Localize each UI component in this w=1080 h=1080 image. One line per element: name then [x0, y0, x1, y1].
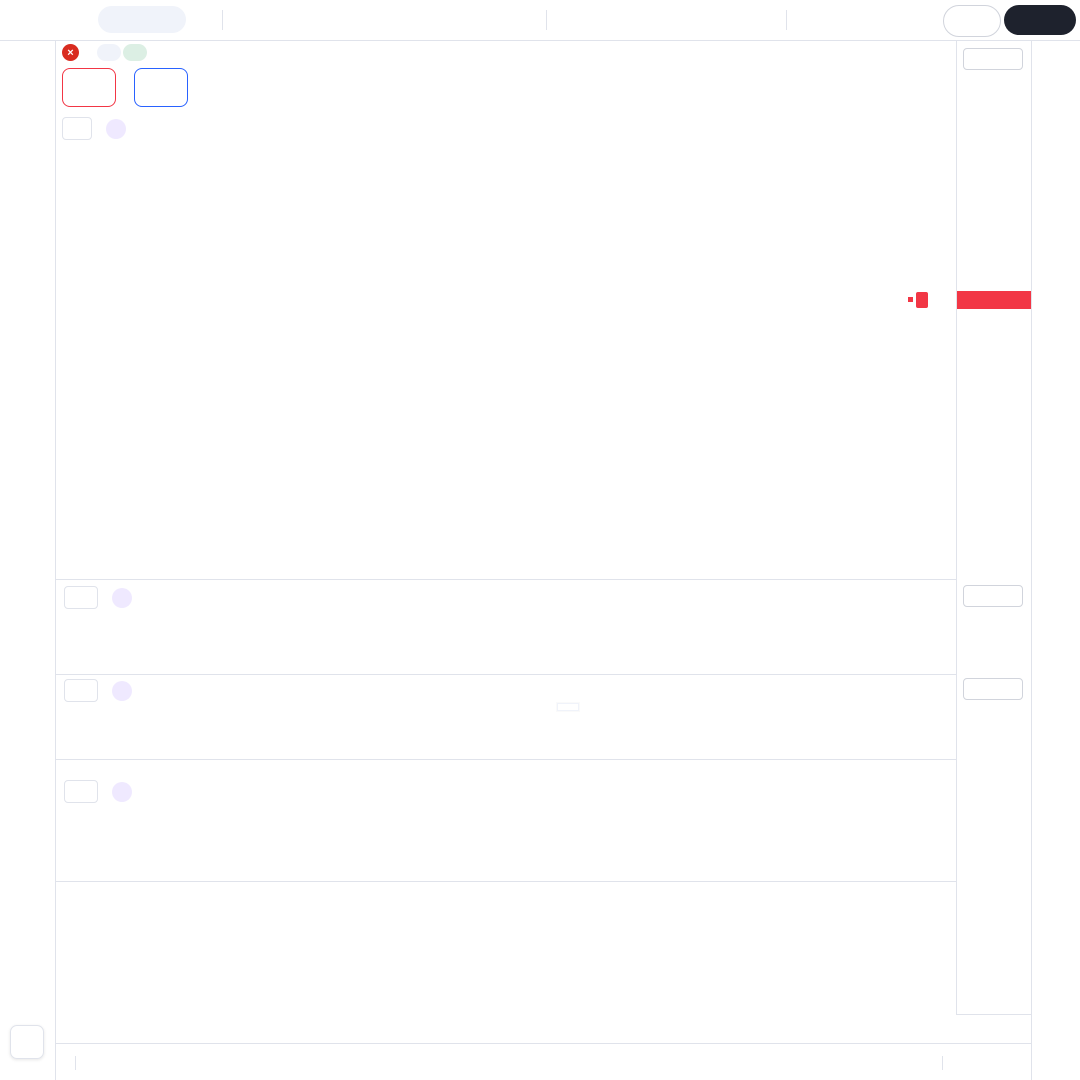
time-axis[interactable]: [55, 1014, 956, 1043]
add-symbol-button[interactable]: [187, 4, 217, 36]
layout-grid-icon[interactable]: [659, 4, 689, 36]
favorites-star-button[interactable]: [10, 1025, 44, 1059]
panel3-refresh-icon[interactable]: [112, 680, 132, 701]
bar-replay-icon[interactable]: [746, 4, 776, 36]
quick-chart-1-5-button[interactable]: [24, 4, 60, 36]
drawing-toolbar: [0, 40, 56, 1080]
buy-button[interactable]: [134, 68, 188, 107]
trade-button[interactable]: [943, 5, 1001, 37]
chevron-left-icon[interactable]: [90, 11, 106, 27]
timeframe-chevron-icon[interactable]: [516, 4, 538, 36]
indicators-collapse-button[interactable]: [62, 117, 92, 140]
panel-cash-flow[interactable]: [55, 675, 956, 758]
panel4-controls: [64, 780, 132, 803]
bottom-toolbar: [55, 1043, 1031, 1080]
panel2-controls: [64, 586, 132, 609]
layout-checkbox[interactable]: [872, 4, 898, 36]
symbol-price-flag: [916, 292, 928, 308]
alert-plus-icon[interactable]: [705, 4, 737, 36]
panel4-collapse-button[interactable]: [64, 780, 98, 803]
redo-icon[interactable]: [832, 4, 860, 36]
panel-adx-stoch[interactable]: [55, 882, 956, 1013]
price-flag-bullet: [908, 297, 913, 302]
panel3-controls: [64, 679, 132, 702]
panel-net-income[interactable]: [55, 580, 956, 673]
star-icon: [11, 1026, 43, 1058]
panel-oscillator[interactable]: [55, 760, 956, 880]
currency-select-main[interactable]: [963, 48, 1023, 70]
right-sidebar: [1031, 40, 1080, 1080]
panel2-collapse-button[interactable]: [64, 586, 98, 609]
go-to-date-icon[interactable]: [84, 1052, 106, 1074]
last-price-label: [957, 291, 1032, 309]
minus-pill-icon[interactable]: [97, 44, 121, 61]
refresh-icon[interactable]: [106, 118, 126, 139]
symbol-logo[interactable]: ×: [62, 44, 79, 61]
drag-handle-icon[interactable]: [2, 4, 18, 36]
price-axis[interactable]: [956, 40, 1032, 1014]
chart-style-candles-icon[interactable]: [553, 4, 583, 36]
currency-select-panel2[interactable]: [963, 585, 1023, 607]
axis-settings-gear-icon[interactable]: [983, 1018, 1003, 1038]
indicators-icon[interactable]: [598, 4, 630, 36]
symbol-search-box[interactable]: [98, 6, 186, 33]
supercharts-diamond-icon: [162, 10, 180, 28]
ohlc-readout: [157, 45, 181, 60]
panel2-refresh-icon[interactable]: [112, 587, 132, 608]
main-price-chart[interactable]: [55, 40, 956, 578]
market-closed-moon-icon: [123, 44, 147, 61]
panel4-refresh-icon[interactable]: [112, 781, 132, 802]
indicators-chevron-icon[interactable]: [632, 4, 652, 36]
publish-button[interactable]: [1004, 5, 1076, 35]
panel3-annotation-dec: [557, 703, 579, 711]
sell-button[interactable]: [62, 68, 116, 107]
top-toolbar: [0, 0, 1080, 41]
undo-icon[interactable]: [792, 4, 820, 36]
currency-select-panel3[interactable]: [963, 678, 1023, 700]
panel3-collapse-button[interactable]: [64, 679, 98, 702]
